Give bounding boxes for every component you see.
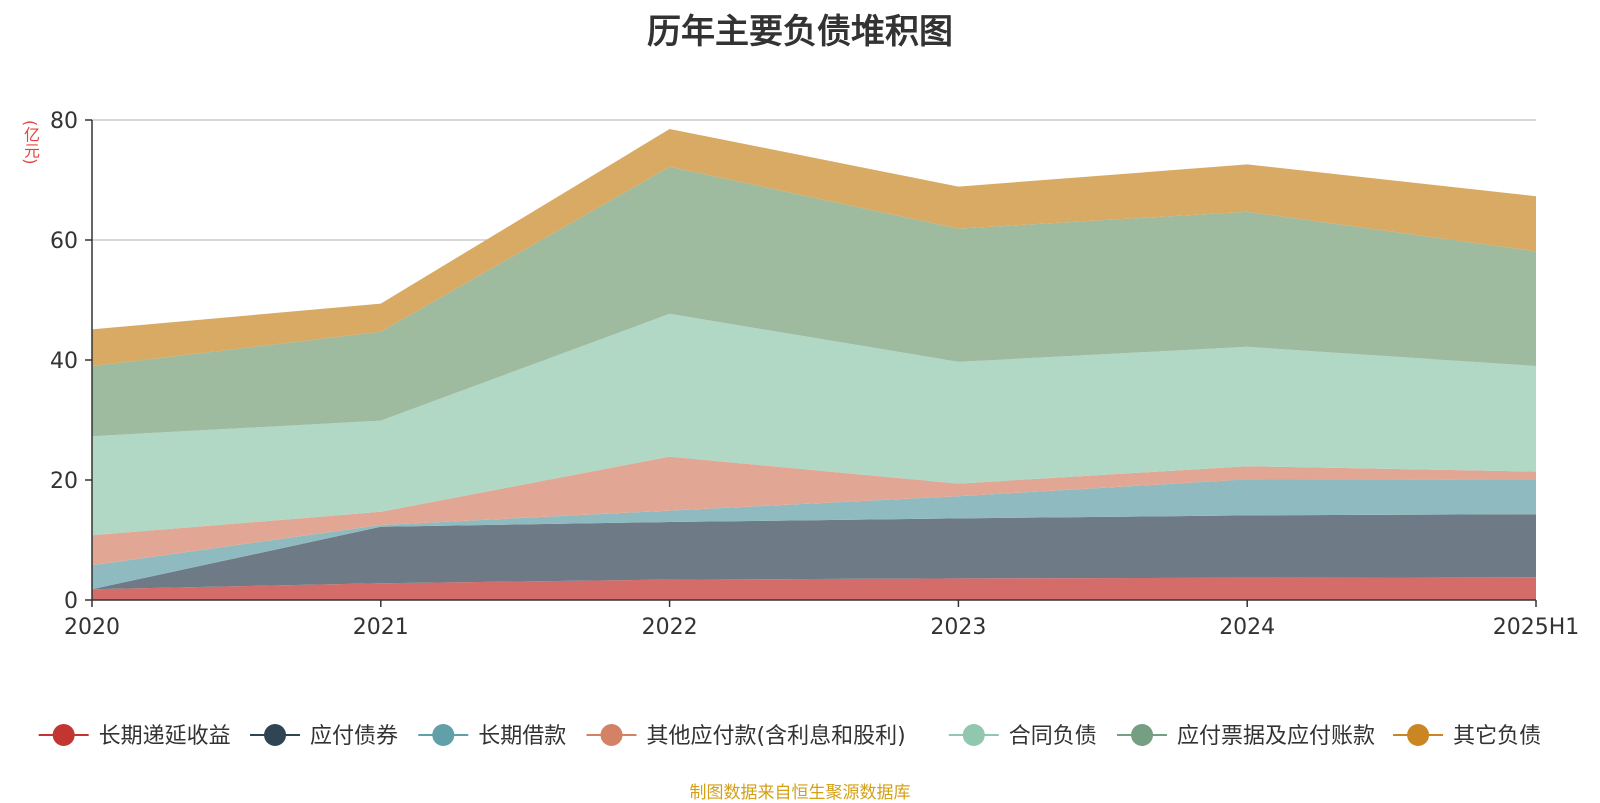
legend-item: 合同负债 [948, 724, 1097, 749]
legend-item: 应付票据及应付账款 [1117, 724, 1375, 749]
y-tick-label: 20 [50, 469, 78, 494]
legend-label: 长期递延收益 [99, 724, 231, 749]
y-tick-label: 80 [50, 109, 78, 134]
y-tick-label: 40 [50, 349, 78, 374]
legend: 长期递延收益 应付债券 长期借款 其他应付款(含利息和股利) 合同负债 应付票据及应付账款… [38, 724, 1541, 749]
area-series-6 [92, 129, 1536, 366]
x-tick-label: 2023 [930, 615, 986, 640]
x-tick-label: 2025H1 [1493, 615, 1580, 640]
legend-marker [1407, 724, 1430, 746]
legend-marker [432, 724, 455, 746]
legend-label: 应付票据及应付账款 [1177, 724, 1375, 749]
y-tick-label: 60 [50, 229, 78, 254]
legend-label: 其他应付款(含利息和股利) [647, 724, 906, 749]
legend-item: 长期递延收益 [38, 724, 231, 749]
x-tick-label: 2020 [64, 615, 120, 640]
legend-marker [52, 724, 75, 746]
area-series-3 [92, 456, 1536, 566]
area-series-0 [92, 577, 1536, 600]
legend-marker [264, 724, 287, 746]
x-tick-label: 2022 [642, 615, 698, 640]
area-series-1 [92, 514, 1536, 590]
area-series-4 [92, 313, 1536, 536]
source-note: 制图数据来自恒生聚源数据库 [689, 783, 911, 803]
legend-label: 其它负债 [1453, 724, 1541, 749]
legend-item: 长期借款 [418, 724, 566, 749]
legend-item: 其他应付款(含利息和股利) [586, 724, 906, 749]
area-series-5 [92, 166, 1536, 437]
legend-label: 合同负债 [1009, 724, 1097, 749]
legend-marker [1131, 724, 1154, 746]
axes: 0 20 40 60 80 2020 2021 2022 2023 2024 2025H1 [50, 109, 1579, 640]
legend-marker [962, 724, 985, 746]
legend-label: 长期借款 [478, 724, 566, 749]
legend-item: 其它负债 [1393, 724, 1541, 749]
legend-item: 应付债券 [250, 724, 398, 749]
area-series-2 [92, 479, 1536, 590]
x-tick-label: 2021 [353, 615, 409, 640]
legend-marker [600, 724, 623, 746]
y-axis-unit-label: (亿元) [21, 120, 40, 165]
chart-title: 历年主要负债堆积图 [647, 12, 953, 52]
area-series [92, 129, 1536, 600]
y-tick-label: 0 [64, 589, 78, 614]
legend-label: 应付债券 [310, 724, 398, 749]
x-tick-label: 2024 [1219, 615, 1275, 640]
